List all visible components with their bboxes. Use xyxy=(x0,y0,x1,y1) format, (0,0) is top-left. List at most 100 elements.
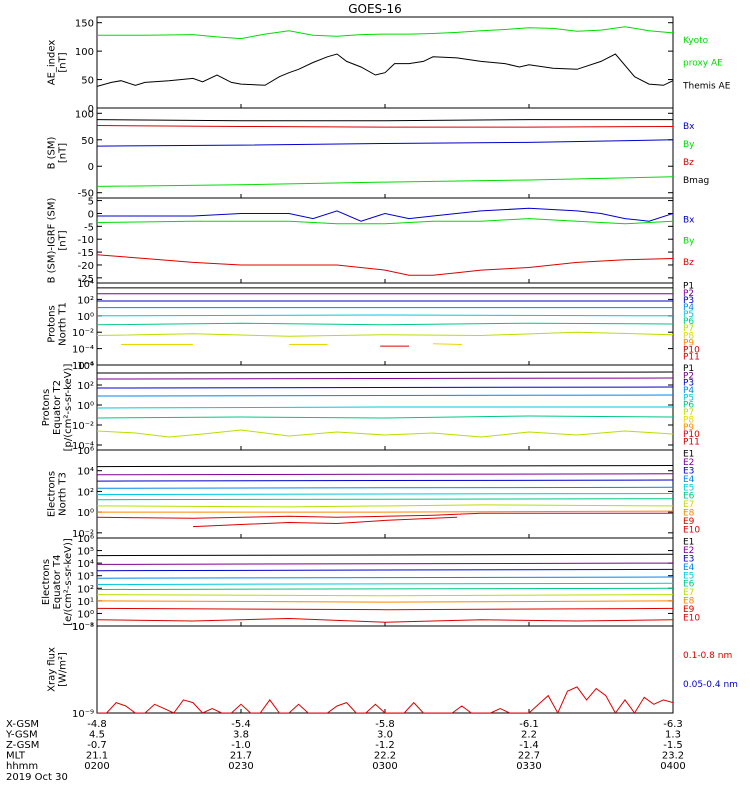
ephemeris-value: 0200 xyxy=(84,761,109,772)
ephemeris-value: 0400 xyxy=(660,761,685,772)
y-tick-label: 10⁶ xyxy=(77,446,94,457)
legend-entry: P7 xyxy=(683,324,694,334)
y-tick-label: 10⁻⁴ xyxy=(72,345,94,356)
y-axis-label: North T3 xyxy=(58,472,69,516)
series-line-protons_t2-0 xyxy=(97,371,673,374)
legend-entry: Bz xyxy=(683,158,694,168)
y-tick-label: 0 xyxy=(88,104,94,115)
legend-entry: P1 xyxy=(683,282,694,292)
series-line-protons_t1-5 xyxy=(97,322,673,326)
legend-entry: P9 xyxy=(683,423,694,433)
series-line-protons_t2-1 xyxy=(97,377,673,380)
series-line-bsm-3 xyxy=(97,176,673,187)
series-line-bsm-2 xyxy=(97,139,673,147)
y-tick-label: 10⁴ xyxy=(77,559,94,570)
legend-entry: Bz xyxy=(683,258,694,268)
panel-bdiff: -25 -20 -15 -10 -5 05 B (SM)-IGRF (SM) [nT] Bx By… xyxy=(47,197,696,285)
y-tick-label: 10⁴ xyxy=(77,279,94,290)
legend-entry: E1 xyxy=(683,450,694,460)
legend-entry: E8 xyxy=(683,509,695,519)
legend-entry: By xyxy=(683,237,695,247)
legend-entry: P9 xyxy=(683,338,694,348)
y-axis-label: [p/(cm²-s-sr-keV)] xyxy=(63,364,74,452)
y-axis-label: Protons xyxy=(47,305,58,342)
legend-entry: E6 xyxy=(683,492,695,502)
legend-entry: P2 xyxy=(683,289,694,299)
series-line-electrons_t4-5 xyxy=(97,587,673,590)
legend-entry: proxy AE xyxy=(683,59,723,69)
legend-entry: E9 xyxy=(683,517,695,527)
legend-entry: P8 xyxy=(683,415,694,425)
series-line-protons_t1-6 xyxy=(97,331,673,337)
legend-entry: E10 xyxy=(683,525,700,535)
y-axis-label: B (SM) xyxy=(47,136,58,169)
legend-entry: P8 xyxy=(683,331,694,341)
legend-entry: E3 xyxy=(683,555,694,565)
legend-entry: P11 xyxy=(683,438,700,448)
y-tick-label: -5 xyxy=(84,222,94,233)
y-axis-label: North T1 xyxy=(58,302,69,346)
legend-entry: P4 xyxy=(683,303,694,313)
y-tick-label: 10⁻¹ xyxy=(72,622,94,633)
ephemeris-row-label: MLT xyxy=(6,751,26,762)
series-line-bdiff-1 xyxy=(97,218,673,225)
y-tick-label: -10 xyxy=(78,235,94,246)
date-label: 2019 Oct 30 xyxy=(6,772,68,783)
legend-entry: E5 xyxy=(683,571,694,581)
legend-entry: E10 xyxy=(683,613,700,623)
panel-bsm: -50 0 50 100 B (SM) [nT] Bx By Bz Bmag xyxy=(47,107,709,200)
legend-entry: P1 xyxy=(683,364,694,374)
ephemeris-value: 22.7 xyxy=(518,751,540,762)
y-axis-label: AE_index xyxy=(47,40,58,86)
legend-entry: P3 xyxy=(683,296,694,306)
series-line-ae-1 xyxy=(97,53,673,87)
series-line-electrons_t4-0 xyxy=(97,553,673,557)
y-tick-label: -50 xyxy=(78,189,94,200)
legend-entry: P4 xyxy=(683,386,694,396)
ephemeris-row-label: hhmm xyxy=(6,761,38,772)
y-axis-label: Xray flux xyxy=(47,647,58,692)
y-axis-label: Electrons xyxy=(47,471,58,517)
y-tick-label: 10⁰ xyxy=(77,312,94,323)
y-tick-label: 50 xyxy=(81,76,94,87)
legend-entry: Bx xyxy=(683,122,695,132)
y-tick-label: 10⁰ xyxy=(77,609,94,620)
legend-entry: E7 xyxy=(683,500,694,510)
ephemeris-value: 22.2 xyxy=(374,751,396,762)
y-tick-label: 10⁻⁴ xyxy=(72,441,94,452)
y-axis-label: [nT] xyxy=(58,230,69,250)
y-axis-label: [nT] xyxy=(58,52,69,72)
series-line-bsm-1 xyxy=(97,125,673,128)
legend-entry: P6 xyxy=(683,317,694,327)
legend-entry: P2 xyxy=(683,371,694,381)
ephemeris-value: 4.5 xyxy=(89,730,105,741)
y-tick-label: -25 xyxy=(78,274,94,285)
ephemeris-value: 0230 xyxy=(228,761,253,772)
y-tick-label: 150 xyxy=(75,19,94,30)
series-line-protons_t2-4 xyxy=(97,406,673,409)
series-line-protons_t2-2 xyxy=(97,386,673,389)
panel-ae: 0 50 100 150 AE_index [nT] Kyoto proxy AE Themis… xyxy=(47,16,731,115)
series-line-electrons_t4-1 xyxy=(97,562,673,565)
ephemeris-value: -4.8 xyxy=(87,719,107,730)
series-line-electrons_t4-7 xyxy=(97,600,673,603)
legend-entry: E2 xyxy=(683,458,694,468)
series-line-electrons_t3-7 xyxy=(97,510,673,513)
series-line-bsm-0 xyxy=(97,119,673,122)
legend-entry: 0.05-0.4 nm xyxy=(683,680,738,690)
y-tick-label: 10⁻⁸ xyxy=(72,622,94,633)
y-axis-label: [e/(cm²-s-sr-keV)] xyxy=(63,538,74,626)
y-tick-label: 10⁻² xyxy=(72,529,94,540)
y-axis-label: [nT] xyxy=(58,143,69,163)
y-tick-label: 10⁻⁶ xyxy=(72,361,94,372)
y-tick-label: 10⁴ xyxy=(77,467,94,478)
y-tick-label: 10² xyxy=(77,584,94,595)
legend-entry: E9 xyxy=(683,605,695,615)
y-tick-label: 100 xyxy=(75,47,94,58)
series-line-electrons_t3-9 xyxy=(192,516,458,528)
ephemeris-value: -5.8 xyxy=(375,719,395,730)
legend-entry: E7 xyxy=(683,588,694,598)
y-tick-label: 10⁶ xyxy=(77,534,94,545)
